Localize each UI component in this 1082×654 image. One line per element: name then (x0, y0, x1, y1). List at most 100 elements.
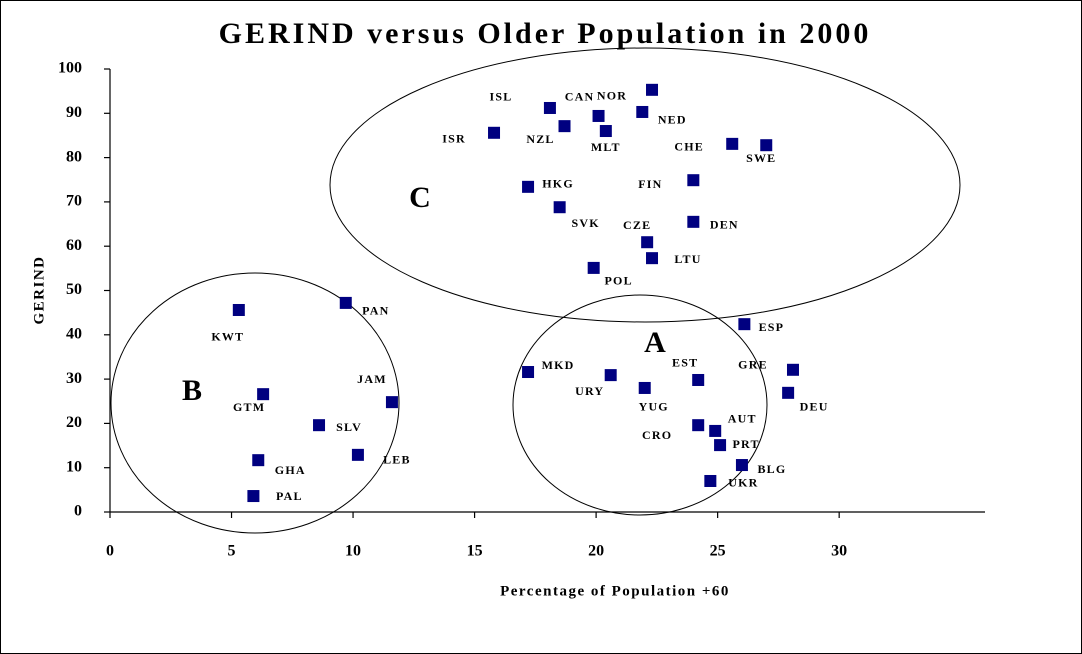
point (339, 296, 352, 309)
y-tick-label: 50 (66, 281, 82, 298)
cluster-ellipse (329, 47, 961, 323)
point (687, 174, 700, 187)
point (735, 459, 748, 472)
point-label: GRE (738, 358, 768, 372)
point (709, 424, 722, 437)
point (553, 201, 566, 214)
point (385, 396, 398, 409)
x-axis-label: Percentage of Population +60 (500, 583, 730, 599)
point (232, 303, 245, 316)
point-label: KWT (211, 330, 244, 344)
point-label: SWE (746, 151, 776, 165)
point-label: LTU (674, 252, 701, 266)
point (641, 236, 654, 249)
point-label: DEN (710, 218, 739, 232)
point-label: CHE (674, 140, 704, 154)
point (587, 261, 600, 274)
point-label: NZL (526, 132, 554, 146)
point-label: BLG (757, 462, 786, 476)
point-label: CZE (623, 218, 651, 232)
y-tick-label: 20 (66, 414, 82, 431)
point-label: SVK (572, 216, 600, 230)
point (351, 448, 364, 461)
point-label: UKR (728, 476, 758, 490)
point (522, 366, 535, 379)
point-label: ESP (759, 320, 785, 334)
point (714, 439, 727, 452)
point-label: URY (575, 384, 604, 398)
point-label: PAN (362, 304, 389, 318)
point (646, 252, 659, 265)
point-label: CAN (565, 90, 595, 104)
x-tick-label: 5 (228, 543, 236, 560)
point (522, 180, 535, 193)
chart-title: GERIND versus Older Population in 2000 (219, 17, 872, 50)
point-label: AUT (728, 412, 757, 426)
point-label: ISL (489, 90, 512, 104)
point (599, 125, 612, 138)
point (738, 318, 751, 331)
point-label: NED (658, 113, 687, 127)
point-label: JAM (357, 372, 387, 386)
annotation: B (182, 374, 202, 407)
point-label: GHA (275, 463, 306, 477)
y-tick-label: 0 (74, 503, 82, 520)
cluster-ellipse (110, 272, 400, 534)
point-label: YUG (639, 400, 669, 414)
point (247, 490, 260, 503)
point (558, 120, 571, 133)
point-label: HKG (542, 177, 574, 191)
y-tick-label: 60 (66, 237, 82, 254)
point (726, 137, 739, 150)
point-label: MLT (591, 140, 621, 154)
y-tick-label: 90 (66, 104, 82, 121)
point-label: GTM (233, 400, 265, 414)
point-label: MKD (542, 358, 575, 372)
point (257, 388, 270, 401)
point-label: CRO (642, 428, 672, 442)
point (692, 373, 705, 386)
point (638, 381, 651, 394)
x-tick-label: 10 (345, 543, 361, 560)
point-label: PAL (276, 489, 303, 503)
point (786, 363, 799, 376)
point (252, 454, 265, 467)
point-label: FIN (638, 177, 662, 191)
x-tick-label: 15 (467, 543, 483, 560)
point-label: PRT (732, 437, 759, 451)
point (692, 419, 705, 432)
point (646, 83, 659, 96)
point (687, 215, 700, 228)
annotation: C (409, 181, 431, 214)
y-tick-label: 100 (58, 60, 82, 77)
point-label: EST (672, 356, 698, 370)
annotation: A (644, 326, 666, 359)
point (604, 369, 617, 382)
point-label: ISR (442, 132, 466, 146)
point (636, 105, 649, 118)
point (488, 126, 501, 139)
point-label: DEU (800, 400, 829, 414)
point (782, 386, 795, 399)
point (313, 419, 326, 432)
y-tick-label: 30 (66, 370, 82, 387)
x-tick-label: 0 (106, 543, 114, 560)
y-tick-label: 80 (66, 148, 82, 165)
point (592, 109, 605, 122)
point-label: SLV (336, 420, 362, 434)
x-tick-label: 25 (710, 543, 726, 560)
point (704, 474, 717, 487)
y-axis-label: GERIND (31, 255, 47, 324)
y-tick-label: 70 (66, 193, 82, 210)
x-tick-label: 30 (831, 543, 847, 560)
y-tick-label: 10 (66, 458, 82, 475)
point-label: LEB (383, 453, 411, 467)
point (543, 101, 556, 114)
y-tick-label: 40 (66, 325, 82, 342)
point-label: POL (605, 274, 633, 288)
point-label: NOR (597, 89, 627, 103)
point (760, 139, 773, 152)
x-tick-label: 20 (588, 543, 604, 560)
